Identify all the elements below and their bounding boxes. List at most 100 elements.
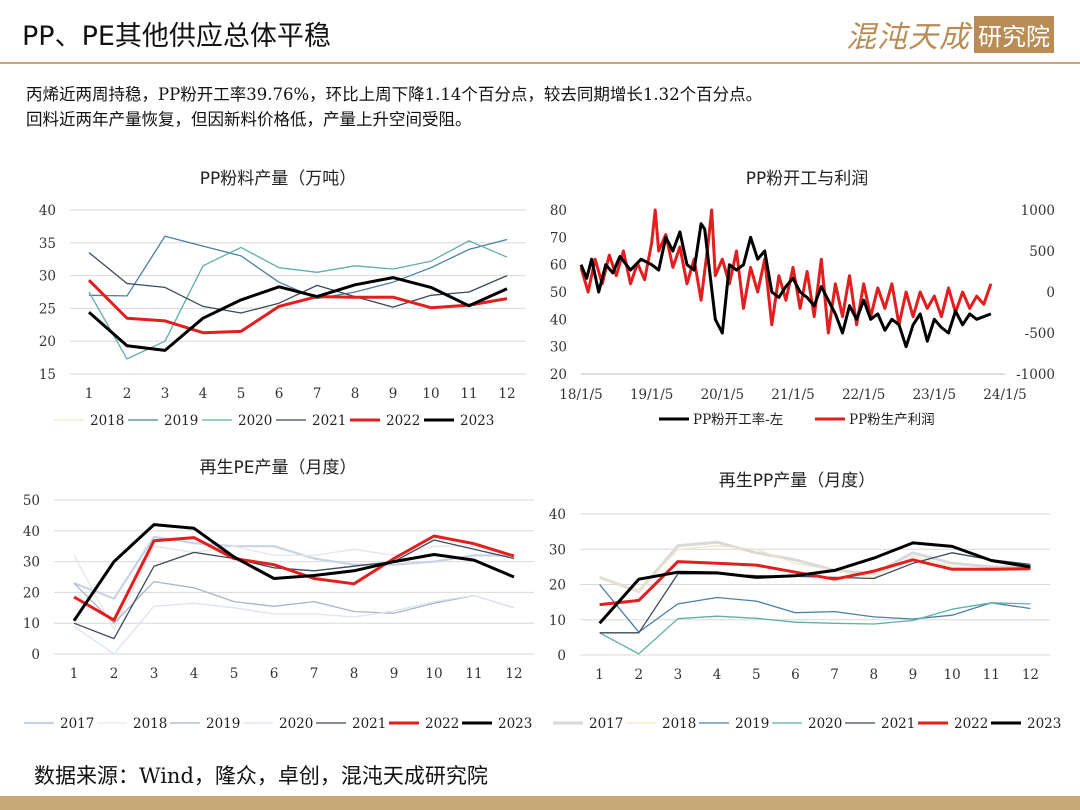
header: PP、PE其他供应总体平稳 混沌天成 研究院 xyxy=(0,0,1080,66)
y-tick-label: 15 xyxy=(39,367,56,383)
legend-label-2023: 2023 xyxy=(498,716,532,732)
y-right-tick-label: 500 xyxy=(1029,244,1055,260)
x-tick-label: 5 xyxy=(752,667,761,683)
series-line-profit xyxy=(579,208,993,335)
x-tick-label: 5 xyxy=(230,666,239,682)
y-tick-label: 30 xyxy=(23,555,40,571)
legend-label-2021: 2021 xyxy=(312,413,346,429)
x-tick-label: 2 xyxy=(634,667,643,683)
legend-label-2021: 2021 xyxy=(352,716,386,732)
legend-label-2018: 2018 xyxy=(133,716,167,732)
x-tick-label: 11 xyxy=(460,386,477,402)
x-tick-label: 24/1/5 xyxy=(983,387,1026,403)
legend-label-2019: 2019 xyxy=(206,716,240,732)
series-line-2017 xyxy=(73,535,514,600)
y-left-tick-label: 80 xyxy=(550,203,567,219)
x-tick-label: 22/1/5 xyxy=(842,387,885,403)
series-line-2017 xyxy=(599,540,1031,594)
description: 丙烯近两周持稳，PP粉开工率39.76%，环比上周下降1.14个百分点，较去同期… xyxy=(26,82,762,132)
x-tick-label: 19/1/5 xyxy=(630,387,673,403)
y-left-tick-label: 70 xyxy=(550,230,567,246)
x-tick-label: 1 xyxy=(85,386,94,402)
series-line-operating-rate xyxy=(579,222,992,349)
y-tick-label: 10 xyxy=(23,616,40,632)
x-tick-label: 3 xyxy=(150,666,159,682)
y-tick-label: 35 xyxy=(39,236,56,252)
series-line-2020 xyxy=(73,594,515,655)
chart-title: PP粉料产量（万吨） xyxy=(200,169,357,189)
description-line-2: 回料近两年产量恢复，但因新料价格低，产量上升空间受阻。 xyxy=(26,110,472,129)
legend-label-profit: PP粉生产利润 xyxy=(849,412,935,428)
x-tick-label: 5 xyxy=(237,386,246,402)
legend-label-2020: 2020 xyxy=(279,716,313,732)
y-tick-label: 25 xyxy=(39,301,56,317)
legend-label-2023: 2023 xyxy=(1027,716,1061,732)
x-tick-label: 12 xyxy=(498,386,515,402)
x-tick-label: 20/1/5 xyxy=(701,387,744,403)
x-tick-label: 8 xyxy=(350,666,359,682)
legend-label-2022: 2022 xyxy=(386,413,420,429)
series-line-2022 xyxy=(599,558,1031,607)
legend-label-2019: 2019 xyxy=(164,413,198,429)
x-tick-label: 6 xyxy=(270,666,279,682)
y-tick-label: 30 xyxy=(549,542,566,558)
legend-label-2022: 2022 xyxy=(425,716,459,732)
page-title: PP、PE其他供应总体平稳 xyxy=(22,21,331,52)
series-line-2018 xyxy=(599,545,1031,593)
y-left-tick-label: 30 xyxy=(550,340,567,356)
legend-label-2021: 2021 xyxy=(881,716,915,732)
x-tick-label: 1 xyxy=(70,666,79,682)
x-tick-label: 10 xyxy=(943,667,960,683)
brand-sub-text: 研究院 xyxy=(974,15,1054,53)
source-note: 数据来源：Wind，隆众，卓创，混沌天成研究院 xyxy=(34,764,488,788)
legend-label-2020: 2020 xyxy=(808,716,842,732)
x-tick-label: 11 xyxy=(465,666,482,682)
x-tick-label: 2 xyxy=(110,666,119,682)
chart-pp-powder-rate-profit: PP粉开工与利润 20 30 40 50 60 70 80 -1000 -500 0 500 1000 1… xyxy=(550,169,1055,428)
y-left-tick-label: 60 xyxy=(550,258,567,274)
x-tick-label: 7 xyxy=(830,667,839,683)
footer-bar xyxy=(0,796,1080,810)
y-tick-label: 20 xyxy=(549,578,566,594)
y-tick-label: 0 xyxy=(557,648,566,664)
x-tick-label: 12 xyxy=(505,666,522,682)
legend-label-2019: 2019 xyxy=(735,716,769,732)
y-tick-label: 40 xyxy=(39,203,56,219)
legend-label-operating-rate: PP粉开工率-左 xyxy=(693,411,783,428)
y-tick-label: 10 xyxy=(549,613,566,629)
header-divider xyxy=(0,62,1080,64)
x-tick-label: 3 xyxy=(161,386,170,402)
series-line-2021 xyxy=(73,539,515,640)
x-tick-label: 18/1/5 xyxy=(559,387,602,403)
legend-label-2017: 2017 xyxy=(589,716,623,732)
x-tick-label: 4 xyxy=(713,667,722,683)
chart-title: 再生PE产量（月度） xyxy=(200,458,357,478)
y-left-tick-label: 50 xyxy=(550,285,567,301)
legend-label-2017: 2017 xyxy=(60,716,94,732)
y-tick-label: 50 xyxy=(23,493,40,509)
y-right-tick-label: 1000 xyxy=(1021,203,1055,219)
series-line-2019 xyxy=(599,584,1031,633)
x-tick-label: 7 xyxy=(313,386,322,402)
x-tick-label: 8 xyxy=(869,667,878,683)
legend-label-2018: 2018 xyxy=(662,716,696,732)
brand-logo: 混沌天成 研究院 xyxy=(846,12,1054,56)
series-line-2019 xyxy=(73,580,515,624)
series-line-2022 xyxy=(87,279,508,335)
legend-label-2022: 2022 xyxy=(954,716,988,732)
legend-label-2020: 2020 xyxy=(238,413,272,429)
series-line-2022 xyxy=(73,534,515,622)
series-line-2023 xyxy=(88,276,508,352)
series-line-2023 xyxy=(598,541,1031,625)
series-line-2020 xyxy=(599,602,1031,655)
series-line-2023 xyxy=(72,523,515,622)
x-tick-label: 4 xyxy=(190,666,199,682)
x-tick-label: 11 xyxy=(983,667,1000,683)
x-tick-label: 2 xyxy=(123,386,132,402)
description-line-1: 丙烯近两周持稳，PP粉开工率39.76%，环比上周下降1.14个百分点，较去同期… xyxy=(26,85,763,104)
x-tick-label: 6 xyxy=(791,667,800,683)
series-line-2018 xyxy=(73,545,515,631)
